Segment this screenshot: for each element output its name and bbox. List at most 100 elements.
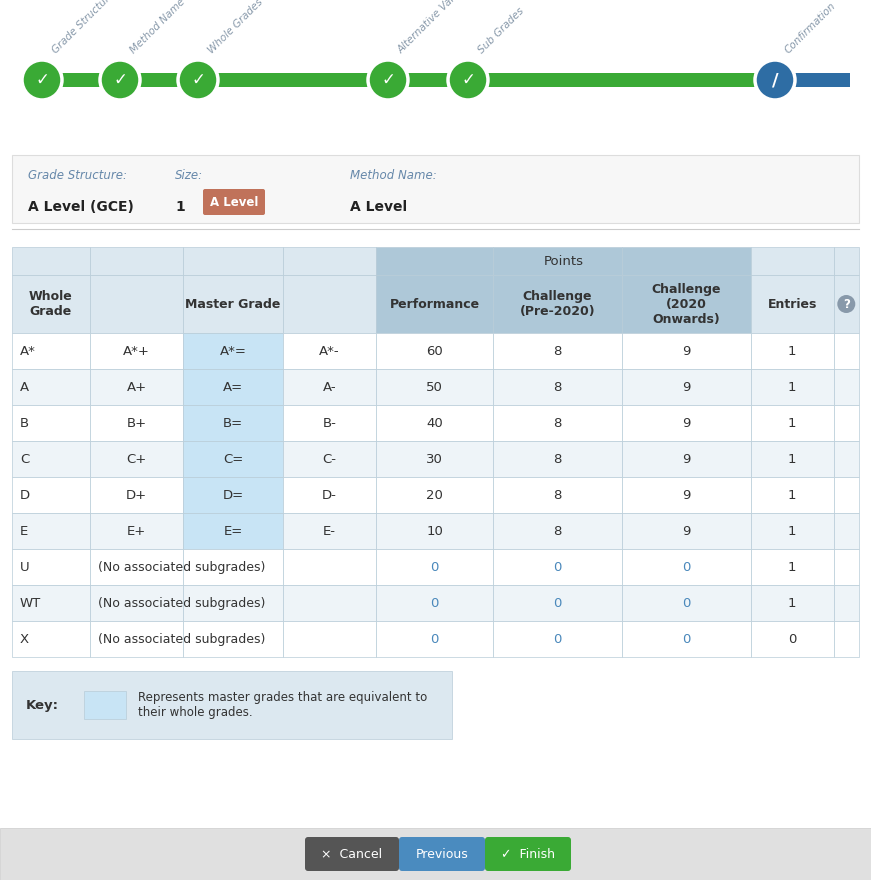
FancyBboxPatch shape — [203, 189, 265, 215]
FancyBboxPatch shape — [622, 405, 751, 441]
FancyBboxPatch shape — [493, 513, 622, 549]
FancyBboxPatch shape — [183, 405, 283, 441]
Text: 9: 9 — [682, 524, 691, 538]
Text: D=: D= — [222, 488, 244, 502]
Text: Alternative Values: Alternative Values — [396, 0, 470, 55]
FancyBboxPatch shape — [622, 585, 751, 621]
FancyBboxPatch shape — [408, 73, 448, 87]
FancyBboxPatch shape — [834, 513, 859, 549]
FancyBboxPatch shape — [12, 333, 90, 369]
FancyBboxPatch shape — [283, 477, 376, 513]
Text: Key:: Key: — [25, 699, 58, 712]
Text: C: C — [20, 452, 30, 466]
FancyBboxPatch shape — [12, 671, 452, 739]
Text: 9: 9 — [682, 344, 691, 357]
Text: D-: D- — [322, 488, 337, 502]
FancyBboxPatch shape — [90, 275, 183, 333]
Text: Points: Points — [544, 254, 584, 268]
FancyBboxPatch shape — [834, 405, 859, 441]
FancyBboxPatch shape — [399, 837, 485, 871]
Text: 8: 8 — [553, 380, 562, 393]
Text: 0: 0 — [682, 633, 691, 646]
Text: ✓: ✓ — [35, 71, 49, 89]
FancyBboxPatch shape — [183, 441, 283, 477]
Text: A*: A* — [20, 344, 36, 357]
Text: A*+: A*+ — [123, 344, 150, 357]
Text: 1: 1 — [788, 597, 796, 610]
Text: 1: 1 — [175, 200, 185, 214]
FancyBboxPatch shape — [376, 513, 493, 549]
FancyBboxPatch shape — [493, 275, 622, 333]
Text: 10: 10 — [426, 524, 443, 538]
Text: 8: 8 — [553, 524, 562, 538]
FancyBboxPatch shape — [622, 275, 751, 333]
Text: WT: WT — [20, 597, 41, 610]
FancyBboxPatch shape — [62, 73, 100, 87]
FancyBboxPatch shape — [376, 369, 493, 405]
Text: C+: C+ — [126, 452, 146, 466]
Text: 1: 1 — [788, 380, 796, 393]
FancyBboxPatch shape — [751, 549, 834, 585]
Text: Grade Structure:: Grade Structure: — [28, 168, 127, 181]
FancyBboxPatch shape — [751, 441, 834, 477]
Text: A*-: A*- — [320, 344, 340, 357]
Circle shape — [755, 60, 795, 100]
FancyBboxPatch shape — [751, 621, 834, 657]
FancyBboxPatch shape — [12, 275, 90, 333]
FancyBboxPatch shape — [493, 405, 622, 441]
FancyBboxPatch shape — [795, 73, 850, 87]
Text: E=: E= — [224, 524, 243, 538]
Circle shape — [368, 60, 408, 100]
Text: /: / — [772, 71, 779, 89]
FancyBboxPatch shape — [376, 247, 493, 275]
Text: 1: 1 — [788, 524, 796, 538]
Text: ✓: ✓ — [113, 71, 127, 89]
FancyBboxPatch shape — [12, 369, 90, 405]
Text: 0: 0 — [553, 633, 562, 646]
Text: 1: 1 — [788, 561, 796, 574]
FancyBboxPatch shape — [485, 837, 571, 871]
Text: 9: 9 — [682, 380, 691, 393]
FancyBboxPatch shape — [183, 275, 283, 333]
Text: B: B — [20, 416, 29, 429]
Text: B=: B= — [223, 416, 243, 429]
FancyBboxPatch shape — [90, 247, 183, 275]
FancyBboxPatch shape — [493, 333, 622, 369]
FancyBboxPatch shape — [283, 441, 376, 477]
FancyBboxPatch shape — [622, 369, 751, 405]
Text: 0: 0 — [430, 597, 439, 610]
FancyBboxPatch shape — [622, 621, 751, 657]
Text: Confirmation: Confirmation — [783, 0, 838, 55]
FancyBboxPatch shape — [283, 369, 376, 405]
FancyBboxPatch shape — [834, 549, 859, 585]
FancyBboxPatch shape — [376, 405, 493, 441]
FancyBboxPatch shape — [90, 513, 183, 549]
Text: 8: 8 — [553, 344, 562, 357]
FancyBboxPatch shape — [283, 513, 376, 549]
FancyBboxPatch shape — [493, 549, 622, 585]
Circle shape — [100, 60, 140, 100]
Text: Represents master grades that are equivalent to
their whole grades.: Represents master grades that are equiva… — [138, 691, 428, 719]
FancyBboxPatch shape — [751, 585, 834, 621]
Text: 0: 0 — [553, 561, 562, 574]
FancyBboxPatch shape — [12, 585, 90, 621]
FancyBboxPatch shape — [90, 477, 183, 513]
FancyBboxPatch shape — [0, 0, 871, 155]
FancyBboxPatch shape — [183, 513, 283, 549]
Text: 1: 1 — [788, 344, 796, 357]
Text: 8: 8 — [553, 488, 562, 502]
Text: 0: 0 — [788, 633, 796, 646]
FancyBboxPatch shape — [751, 513, 834, 549]
FancyBboxPatch shape — [12, 477, 90, 513]
Text: ✓  Finish: ✓ Finish — [501, 847, 555, 861]
FancyBboxPatch shape — [183, 477, 283, 513]
Text: A*=: A*= — [219, 344, 246, 357]
Text: E+: E+ — [127, 524, 146, 538]
FancyBboxPatch shape — [12, 441, 90, 477]
FancyBboxPatch shape — [376, 585, 493, 621]
FancyBboxPatch shape — [283, 585, 376, 621]
Text: 1: 1 — [788, 488, 796, 502]
Text: C=: C= — [223, 452, 243, 466]
FancyBboxPatch shape — [376, 275, 493, 333]
Text: ?: ? — [843, 297, 850, 311]
